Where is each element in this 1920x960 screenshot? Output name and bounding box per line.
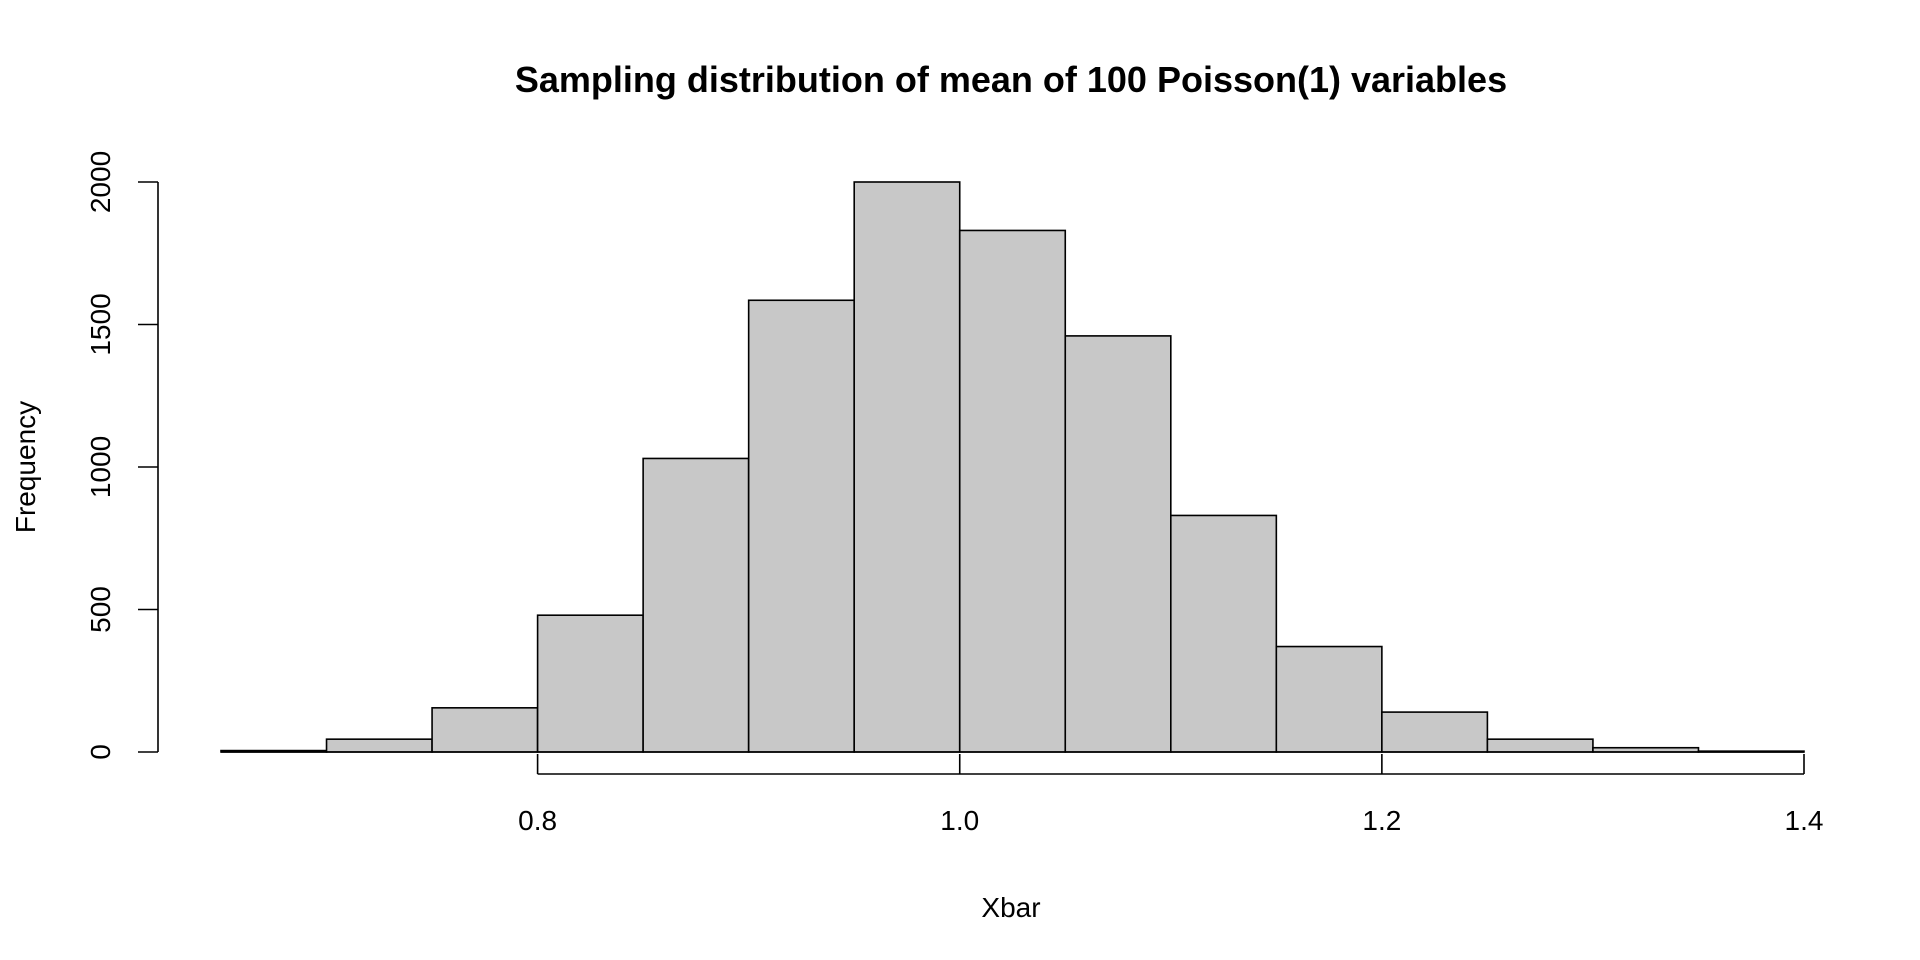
y-axis-tick-label: 1000 [85, 436, 116, 498]
histogram-bar [1064, 335, 1172, 753]
histogram-bar [747, 299, 856, 753]
x-axis-tick-label: 1.2 [1362, 805, 1401, 836]
histogram-bar [1170, 514, 1278, 753]
histogram-bar [431, 707, 539, 753]
histogram-bar [853, 181, 961, 753]
chart-title: Sampling distribution of mean of 100 Poi… [515, 59, 1507, 100]
y-axis-title: Frequency [10, 401, 41, 533]
y-axis-tick-label: 0 [85, 744, 116, 760]
histogram-bar [958, 229, 1067, 753]
x-axis-title: Xbar [981, 892, 1040, 923]
x-axis-tick-label: 1.4 [1785, 805, 1824, 836]
y-axis: 0 500 1000 1500 2000 [85, 151, 159, 760]
y-axis-tick-label: 500 [85, 586, 116, 633]
bars-layer [220, 181, 1805, 753]
histogram-bar [1275, 645, 1383, 753]
histogram-bar [1486, 738, 1594, 753]
y-axis-tick-label: 1500 [85, 293, 116, 355]
histogram-bar [325, 738, 433, 753]
x-axis-tick-label: 1.0 [940, 805, 979, 836]
histogram-bar [642, 457, 750, 753]
histogram-bar [536, 614, 644, 753]
y-axis-tick-label: 2000 [85, 151, 116, 213]
x-axis: 0.8 1.0 1.2 1.4 [518, 754, 1823, 836]
histogram-bar [1381, 711, 1489, 753]
x-axis-tick-label: 0.8 [518, 805, 557, 836]
